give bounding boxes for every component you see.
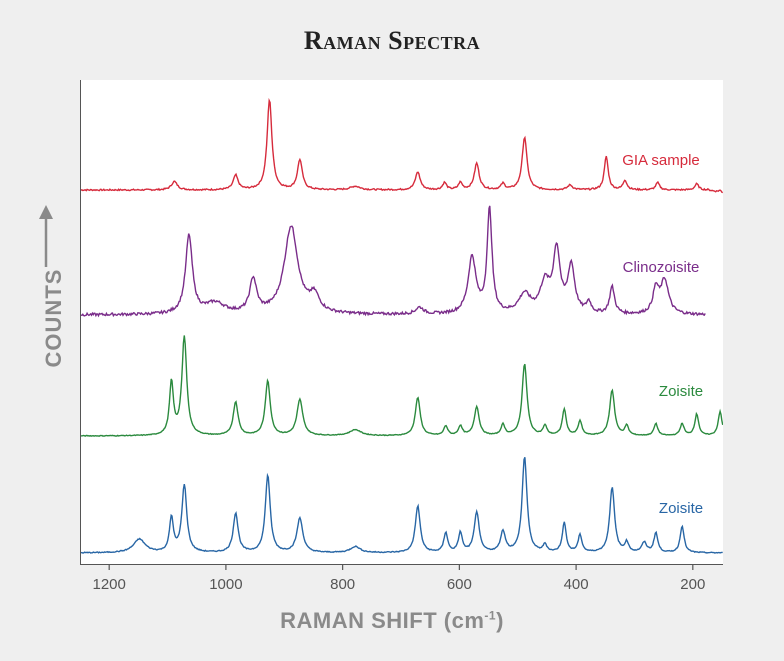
x-axis-label: RAMAN SHIFT (cm-1) <box>0 608 784 634</box>
series-label-2: Zoisite <box>659 383 703 400</box>
x-tick-label-4: 400 <box>564 576 589 593</box>
up-arrow-icon <box>36 205 56 274</box>
x-tick-label-0: 1200 <box>92 576 125 593</box>
series-line-3 <box>81 457 723 554</box>
x-tick-label-2: 800 <box>330 576 355 593</box>
series-line-0 <box>81 97 723 194</box>
series-label-1: Clinozoisite <box>623 259 700 276</box>
series-line-2 <box>81 335 723 437</box>
series-line-1 <box>81 205 706 318</box>
x-axis-label-unit: -1 <box>484 608 497 623</box>
spectra-chart: GIA sample Clinozoisite Zoisite Zoisite <box>81 97 723 554</box>
series-label-0: GIA sample <box>622 152 700 169</box>
x-tick-label-1: 1000 <box>209 576 242 593</box>
x-axis-label-close: ) <box>496 608 504 633</box>
x-tick-label-3: 600 <box>447 576 472 593</box>
x-axis-label-text: RAMAN SHIFT (cm <box>280 608 485 633</box>
y-axis-label: COUNTS <box>41 268 66 368</box>
plot-area: GIA sample Clinozoisite Zoisite Zoisite <box>80 80 723 565</box>
x-tick-label-5: 200 <box>680 576 705 593</box>
chart-title: Raman Spectra <box>303 26 481 55</box>
series-label-3: Zoisite <box>659 500 703 517</box>
